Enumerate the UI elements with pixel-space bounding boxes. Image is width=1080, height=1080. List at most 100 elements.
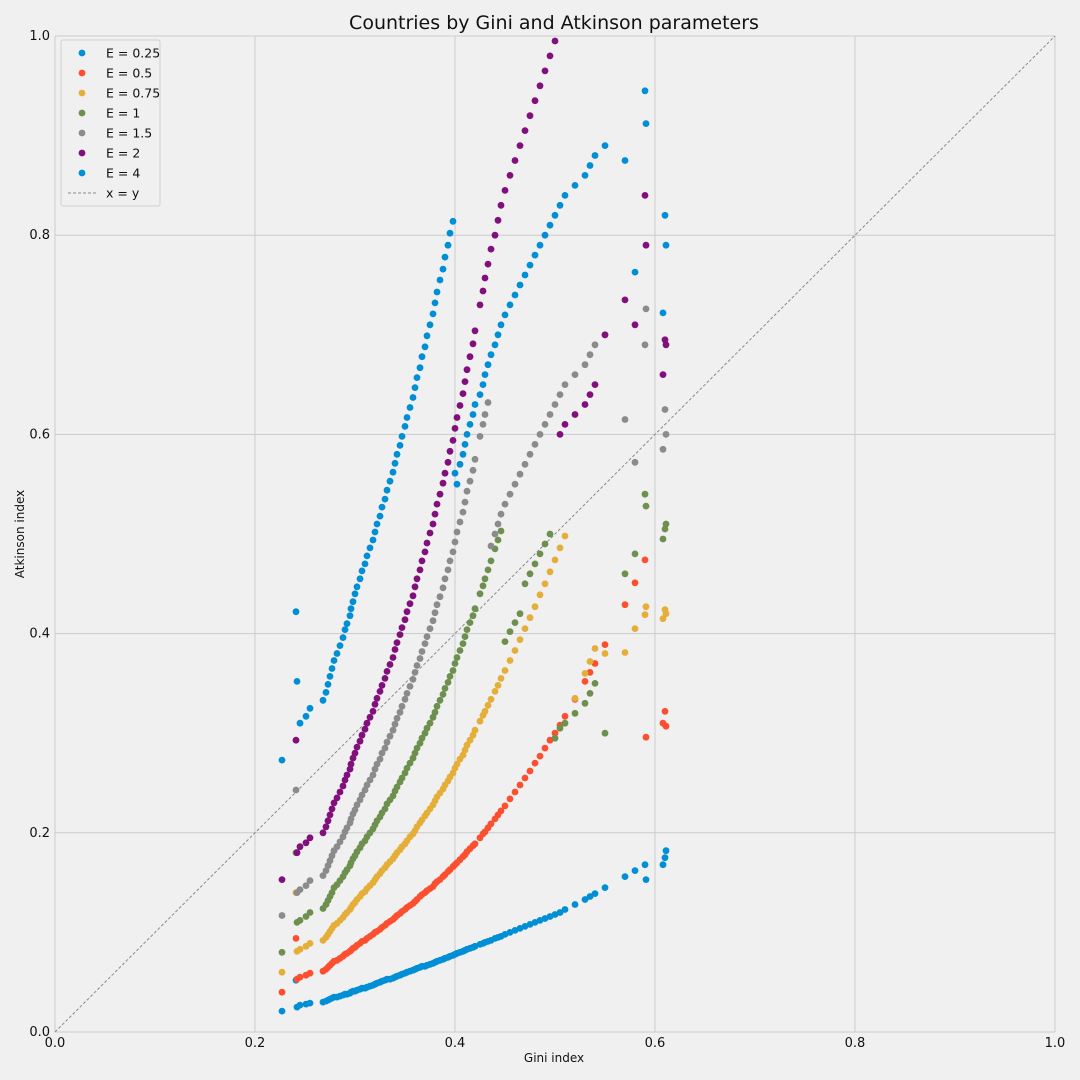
data-point	[336, 788, 344, 796]
data-point	[453, 480, 461, 488]
data-point	[601, 142, 609, 150]
data-point	[641, 87, 649, 95]
data-point	[444, 566, 452, 574]
data-point	[641, 611, 649, 619]
data-point	[536, 241, 544, 249]
data-point	[497, 201, 505, 209]
data-point	[347, 605, 355, 613]
data-point	[451, 538, 459, 546]
data-point	[426, 529, 434, 537]
data-point	[476, 717, 484, 725]
data-point	[449, 667, 457, 674]
data-point	[403, 690, 411, 697]
data-point	[322, 689, 330, 696]
data-point	[429, 520, 437, 528]
data-point	[326, 673, 334, 680]
data-point	[571, 182, 579, 189]
data-point	[358, 567, 366, 575]
data-point	[466, 736, 474, 744]
data-point	[476, 433, 484, 440]
data-point	[494, 682, 502, 689]
data-point	[293, 678, 301, 685]
series-3	[278, 490, 670, 956]
data-point	[451, 660, 459, 667]
legend-label: E = 0.5	[106, 66, 152, 81]
data-point	[336, 642, 344, 649]
data-point	[431, 708, 439, 716]
data-point	[461, 441, 469, 448]
data-point	[292, 786, 300, 794]
data-point	[429, 310, 437, 318]
data-point	[451, 469, 459, 477]
data-point	[463, 431, 471, 438]
data-point	[591, 152, 599, 159]
data-point	[536, 591, 544, 599]
data-point	[561, 906, 569, 913]
legend-box	[60, 39, 161, 207]
data-point	[561, 381, 569, 388]
data-point	[416, 566, 424, 574]
data-point	[296, 886, 304, 893]
data-point	[526, 450, 534, 458]
data-point	[429, 617, 437, 625]
data-point	[278, 968, 286, 976]
data-point	[409, 592, 417, 600]
data-point	[381, 495, 389, 503]
data-point	[642, 876, 650, 883]
data-point	[631, 550, 639, 558]
data-point	[471, 401, 479, 408]
data-point	[459, 450, 467, 458]
data-point	[551, 556, 559, 564]
data-point	[436, 593, 444, 601]
x-tick-label: 0.4	[445, 1036, 466, 1051]
x-tick-label: 0.2	[245, 1036, 266, 1051]
data-point	[306, 999, 314, 1007]
data-point	[491, 231, 499, 239]
data-point	[333, 794, 341, 802]
data-point	[659, 445, 667, 453]
data-point	[433, 702, 441, 710]
data-point	[444, 458, 452, 466]
data-point	[446, 673, 454, 680]
data-point	[497, 321, 505, 329]
data-point	[521, 127, 529, 134]
data-point	[581, 401, 589, 408]
data-point	[306, 940, 314, 947]
data-point	[343, 771, 351, 779]
data-point	[501, 311, 509, 319]
data-point	[556, 544, 564, 552]
data-point	[556, 724, 564, 732]
data-point	[319, 872, 327, 879]
data-point	[591, 341, 599, 349]
data-point	[389, 726, 397, 734]
data-point	[426, 625, 434, 632]
data-point	[471, 327, 479, 335]
data-point	[521, 625, 529, 632]
data-point	[487, 695, 495, 703]
data-point	[506, 657, 514, 664]
data-point	[642, 733, 650, 741]
data-point	[296, 917, 304, 924]
x-axis-label: Gini index	[524, 1051, 584, 1065]
legend: E = 0.25 E = 0.5 E = 0.75 E = 1 E = 1.5 E = 2…	[60, 39, 161, 207]
data-point	[631, 268, 639, 276]
y-tick-label: 0.8	[29, 228, 50, 243]
data-point	[292, 736, 300, 744]
data-point	[497, 527, 505, 535]
data-point	[506, 490, 514, 498]
data-point	[526, 614, 534, 622]
data-point	[601, 641, 609, 648]
data-point	[411, 583, 419, 591]
data-point	[497, 510, 505, 518]
data-point	[541, 744, 549, 752]
tick-labels: 0.0 0.2 0.4 0.6 0.8 1.0 0.0 0.2 0.4 0.6 0.8 1.0	[29, 29, 1065, 1051]
data-point	[484, 361, 492, 369]
data-point	[561, 719, 569, 727]
data-point	[416, 655, 424, 662]
data-point	[601, 650, 609, 657]
data-point	[326, 811, 334, 819]
data-point	[343, 824, 351, 832]
data-point	[426, 321, 434, 329]
data-point	[366, 713, 374, 721]
